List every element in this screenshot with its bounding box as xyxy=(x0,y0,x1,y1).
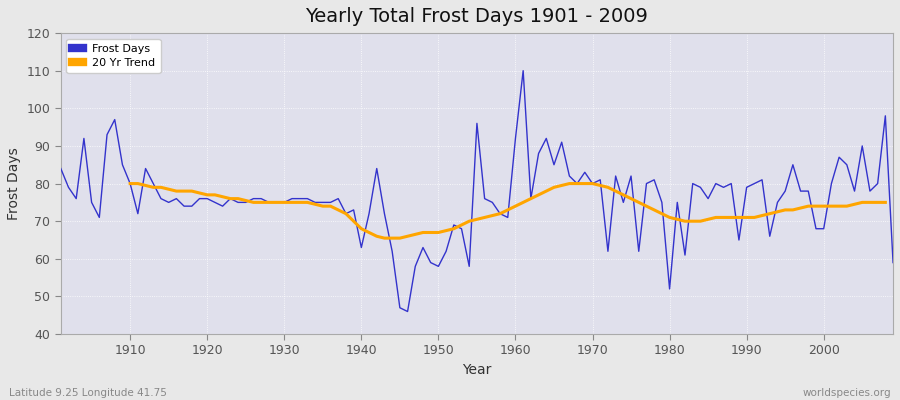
Frost Days xyxy=(526,196,536,201)
Title: Yearly Total Frost Days 1901 - 2009: Yearly Total Frost Days 1901 - 2009 xyxy=(305,7,648,26)
Legend: Frost Days, 20 Yr Trend: Frost Days, 20 Yr Trend xyxy=(67,39,160,73)
X-axis label: Year: Year xyxy=(463,363,491,377)
Frost Days xyxy=(286,196,297,201)
Frost Days xyxy=(333,196,344,201)
20 Yr Trend xyxy=(125,181,136,186)
Frost Days xyxy=(887,260,898,265)
Frost Days xyxy=(56,166,67,171)
Line: Frost Days: Frost Days xyxy=(61,71,893,312)
Text: worldspecies.org: worldspecies.org xyxy=(803,388,891,398)
Y-axis label: Frost Days: Frost Days xyxy=(7,147,21,220)
Frost Days xyxy=(618,200,629,205)
Frost Days xyxy=(117,162,128,167)
Frost Days xyxy=(510,136,521,141)
20 Yr Trend xyxy=(356,226,366,231)
20 Yr Trend xyxy=(302,200,313,205)
20 Yr Trend xyxy=(533,192,544,197)
Frost Days xyxy=(518,68,528,73)
20 Yr Trend xyxy=(325,204,336,208)
20 Yr Trend xyxy=(725,215,736,220)
Frost Days xyxy=(402,309,413,314)
Text: Latitude 9.25 Longitude 41.75: Latitude 9.25 Longitude 41.75 xyxy=(9,388,166,398)
Line: 20 Yr Trend: 20 Yr Trend xyxy=(130,184,886,238)
20 Yr Trend xyxy=(379,236,390,240)
20 Yr Trend xyxy=(510,204,521,208)
20 Yr Trend xyxy=(880,200,891,205)
